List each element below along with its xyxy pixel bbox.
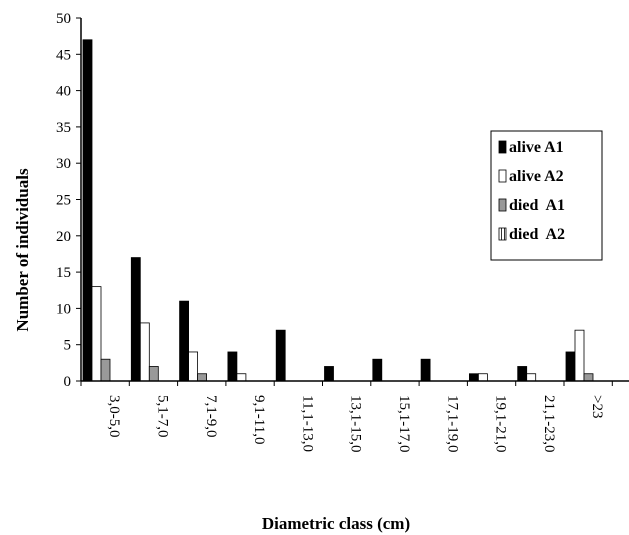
y-axis-ticks: 0 5 10 15 20 25 30 35 40 45 50 (56, 11, 81, 390)
x-tick-label: 5,1-7,0 (154, 395, 170, 438)
y-tick-label: 50 (56, 11, 71, 27)
y-tick-label: 25 (56, 193, 71, 209)
bar (139, 322, 150, 382)
x-tick-label: >23 (589, 395, 605, 418)
y-axis-title: Number of individuals (13, 168, 32, 332)
x-tick-label: 19,1-21,0 (493, 395, 509, 453)
y-tick-label: 0 (64, 374, 72, 390)
x-tick-label: 13,1-15,0 (348, 395, 364, 453)
bar (517, 366, 528, 382)
bar (179, 300, 190, 382)
bar (574, 329, 585, 382)
bar (197, 373, 208, 382)
x-tick-label: 15,1-17,0 (396, 395, 412, 453)
bar (236, 373, 247, 382)
bar (565, 351, 576, 382)
bar (420, 358, 431, 382)
y-tick-label: 40 (56, 84, 71, 100)
x-tick-label: 7,1-9,0 (203, 395, 219, 438)
bar (275, 329, 286, 382)
bar (583, 373, 594, 382)
bar (324, 366, 334, 382)
y-tick-label: 15 (56, 265, 71, 281)
bar (100, 358, 111, 382)
y-tick-label: 5 (64, 338, 72, 354)
x-tick-label: 9,1-11,0 (251, 395, 267, 444)
legend-label: alive A2 (509, 168, 564, 185)
legend-label: alive A1 (509, 139, 564, 156)
bar (372, 358, 383, 382)
x-axis-title: Diametric class (cm) (262, 514, 410, 533)
bar (468, 373, 479, 382)
x-tick-label: 21,1-23,0 (541, 395, 557, 453)
y-tick-label: 30 (56, 156, 71, 172)
x-tick-label: 11,1-13,0 (299, 395, 315, 452)
legend-swatch (498, 169, 507, 183)
legend-swatch (498, 140, 507, 154)
y-tick-label: 20 (56, 229, 71, 245)
legend-label: died A1 (509, 197, 565, 214)
bar (477, 373, 488, 382)
bar (148, 366, 159, 382)
bar (188, 351, 199, 382)
legend-box (490, 130, 603, 261)
legend-swatch (498, 198, 507, 212)
bar (130, 257, 141, 382)
bar (82, 39, 93, 382)
x-axis-ticks: 3,0-5,0 5,1-7,0 7,1-9,0 9,1-11,0 11,1-13,0 13… (80, 381, 613, 453)
legend-swatch (498, 227, 507, 241)
bar (91, 286, 102, 382)
y-tick-label: 45 (56, 47, 71, 63)
y-tick-label: 10 (56, 301, 71, 317)
bar (526, 373, 537, 382)
bar (227, 351, 238, 382)
y-tick-label: 35 (56, 120, 71, 136)
legend: alive A1 alive A2 died A1 died A2 (490, 130, 603, 261)
x-tick-label: 3,0-5,0 (106, 395, 122, 438)
legend-label: died A2 (509, 226, 565, 243)
x-tick-label: 17,1-19,0 (444, 395, 460, 453)
